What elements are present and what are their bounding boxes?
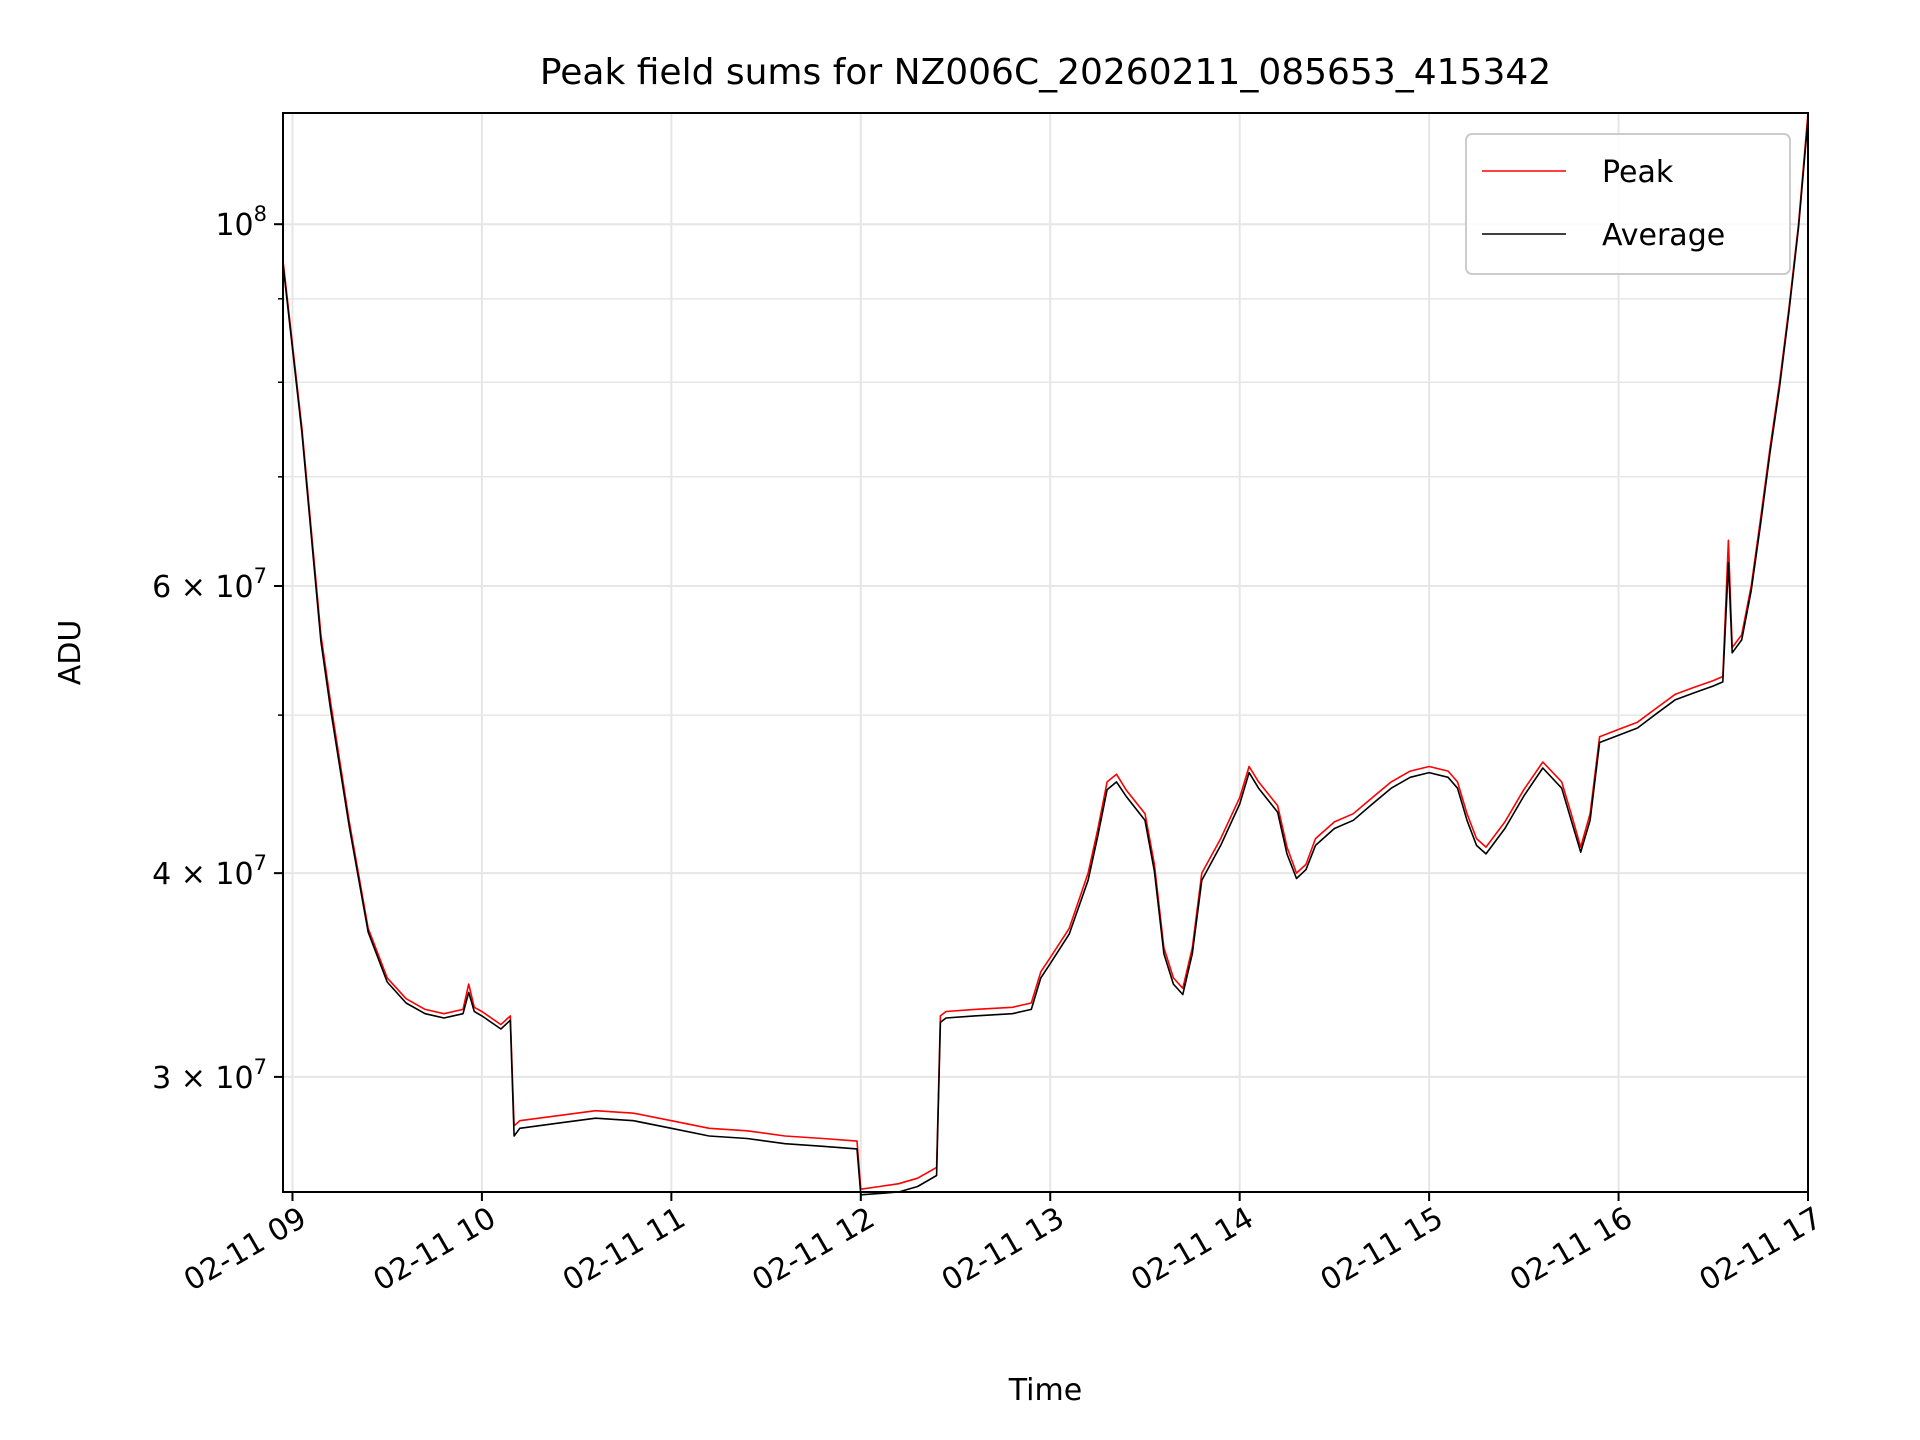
x-tick-label: 02-11 17	[1694, 1201, 1828, 1299]
x-axis-label: Time	[1008, 1373, 1082, 1408]
grid	[283, 113, 1809, 1192]
x-tick-label: 02-11 12	[746, 1201, 880, 1299]
x-tick-label: 02-11 09	[178, 1201, 312, 1299]
x-tick-label: 02-11 14	[1125, 1201, 1259, 1299]
legend: Peak Average	[1465, 133, 1791, 275]
y-axis-label: ADU	[53, 620, 88, 686]
axis-ticks: 02-11 09 02-11 10 02-11 11 02-11 12 02-11 13…	[152, 202, 1828, 1298]
legend-label-average: Average	[1602, 218, 1725, 253]
x-tick-label: 02-11 11	[557, 1201, 691, 1299]
series-lines	[282, 112, 1809, 1196]
y-tick-label: 3 × 107	[152, 1055, 267, 1096]
y-tick-label: 108	[215, 202, 267, 243]
y-tick-label: 4 × 107	[152, 851, 267, 892]
x-tick-label: 02-11 13	[936, 1201, 1070, 1299]
x-tick-label: 02-11 16	[1504, 1201, 1638, 1299]
y-tick-label: 6 × 107	[152, 564, 267, 605]
series-line-average	[282, 119, 1809, 1196]
legend-box	[1465, 133, 1791, 275]
x-tick-label: 02-11 10	[368, 1201, 502, 1299]
legend-label-peak: Peak	[1602, 155, 1674, 190]
x-tick-label: 02-11 15	[1315, 1201, 1449, 1299]
plot-frame	[282, 112, 1809, 1193]
chart-title: Peak field sums for NZ006C_20260211_0856…	[540, 52, 1551, 93]
